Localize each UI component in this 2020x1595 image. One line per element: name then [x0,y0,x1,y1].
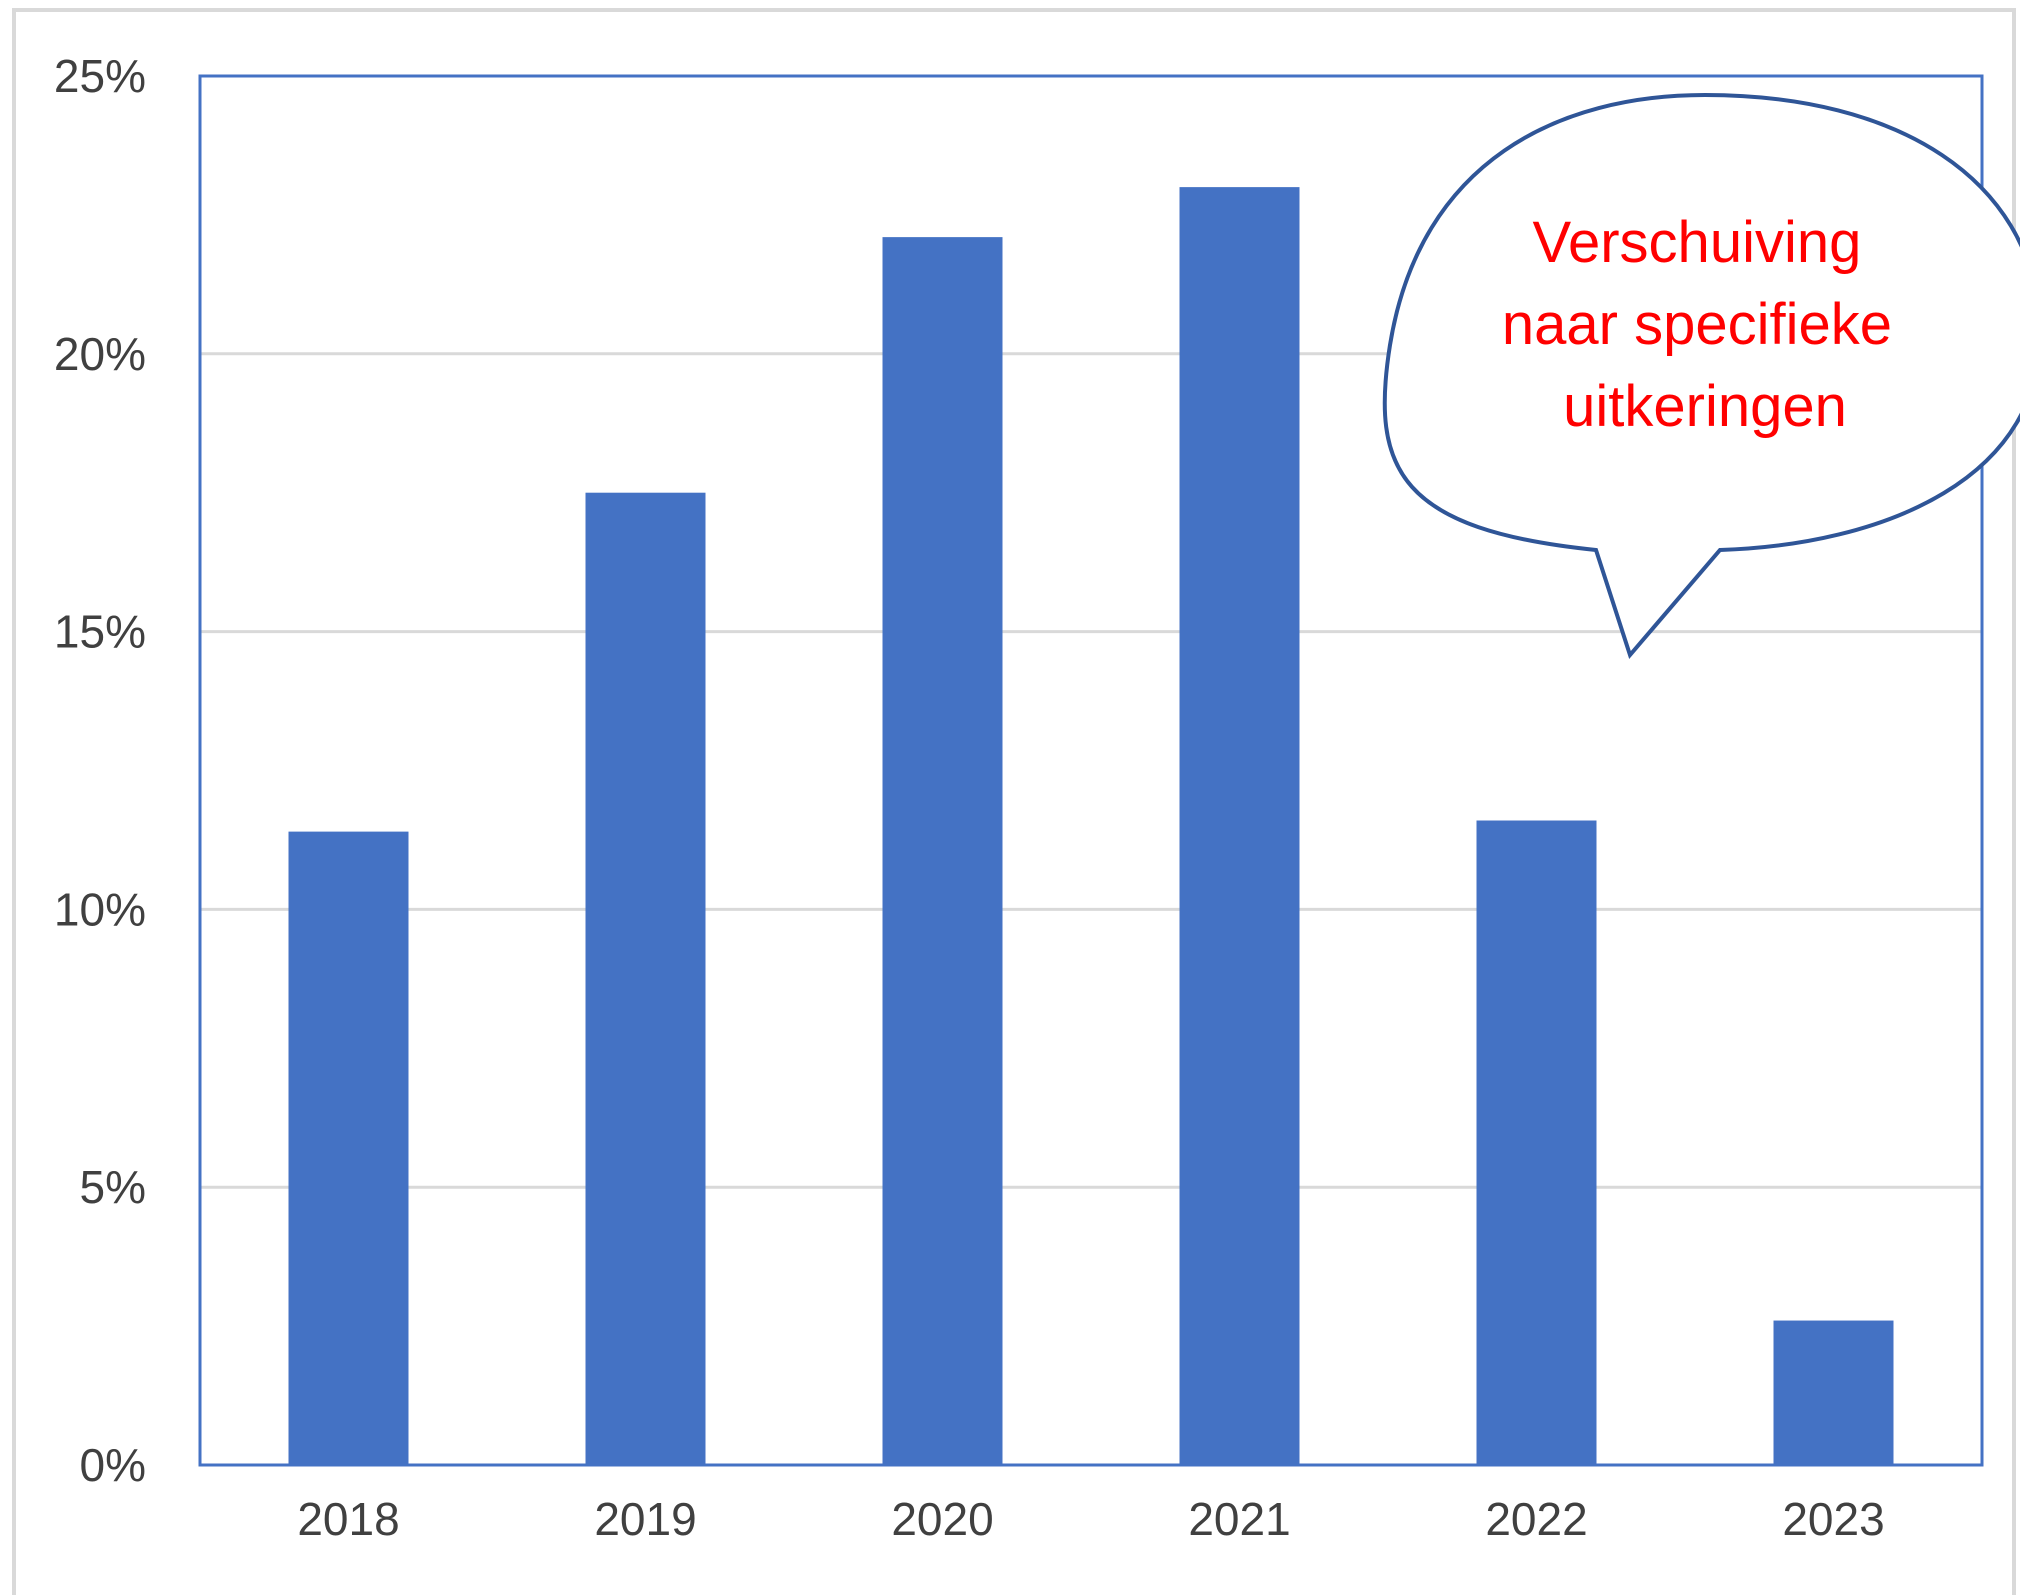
gridlines [200,352,1982,1189]
x-tick-label-2018: 2018 [297,1493,399,1545]
plot-area-border [198,74,1984,1467]
y-tick-label-20: 20% [54,328,146,380]
bar-2022 [1476,820,1597,1465]
bar-2018 [288,831,409,1465]
callout-text: Verschuiving naar specifieke uitkeringen [1502,210,1908,439]
bars [288,187,1894,1465]
y-tick-label-10: 10% [54,883,146,935]
x-tick-label-2019: 2019 [594,1493,696,1545]
callout-line-2: naar specifieke [1502,292,1892,357]
bar-2021 [1179,187,1300,1465]
callout-bubble-outline [1382,92,2020,660]
x-tick-label-2020: 2020 [891,1493,993,1545]
bar-2019 [585,492,706,1465]
chart-frame [12,8,2016,1595]
y-axis-tick-labels: 0% 5% 10% 15% 20% 25% [54,50,146,1491]
callout-bubble: Verschuiving naar specifieke uitkeringen [1382,92,2020,660]
y-tick-label-0: 0% [80,1439,146,1491]
bar-2023 [1773,1320,1894,1465]
x-axis-tick-labels: 2018 2019 2020 2021 2022 2023 [297,1493,1884,1545]
x-tick-label-2022: 2022 [1485,1493,1587,1545]
y-tick-label-25: 25% [54,50,146,102]
callout-line-3: uitkeringen [1563,374,1847,439]
x-tick-label-2023: 2023 [1782,1493,1884,1545]
bar-2020 [882,237,1003,1465]
plot-area-outline [198,74,1984,1467]
callout-line-1: Verschuiving [1533,210,1862,275]
y-tick-label-5: 5% [80,1161,146,1213]
y-tick-label-15: 15% [54,606,146,658]
x-tick-label-2021: 2021 [1188,1493,1290,1545]
